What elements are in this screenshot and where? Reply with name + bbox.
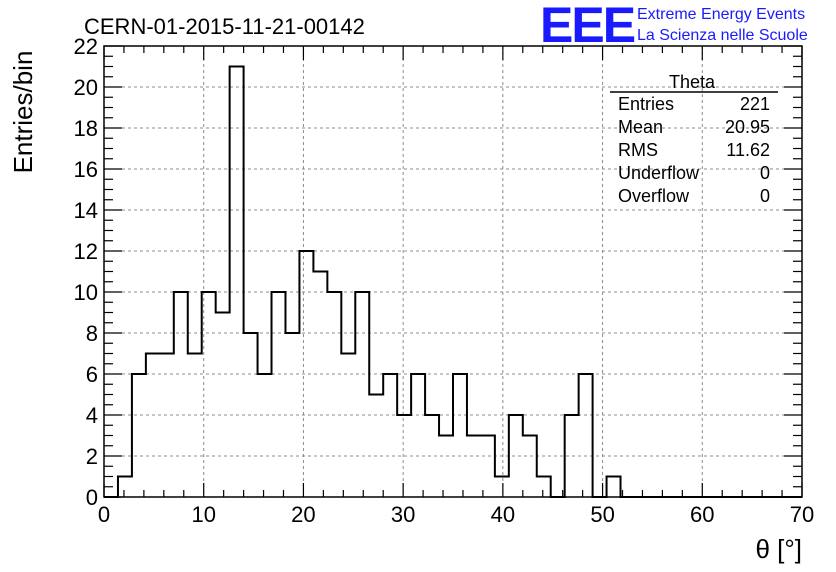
- tick-labels: 0 10 20 30 40 50 60 70 0 2 4 6 8 10 12 14 16 18 20 22: [74, 34, 815, 527]
- stats-label-mean: Mean: [618, 117, 663, 137]
- stats-label-rms: RMS: [618, 140, 658, 160]
- stats-value-underflow: 0: [760, 163, 770, 183]
- y-tick-label: 14: [74, 198, 98, 223]
- chart-title: CERN-01-2015-11-21-00142: [84, 14, 365, 39]
- stats-label-underflow: Underflow: [618, 163, 700, 183]
- stats-value-rms: 11.62: [726, 140, 770, 160]
- x-axis-title: θ [°]: [755, 534, 802, 564]
- histogram-bin: [481, 436, 495, 498]
- histogram-bin: [383, 374, 397, 497]
- x-tick-label: 40: [491, 502, 515, 527]
- histogram-bin: [439, 436, 453, 498]
- histogram-bin: [341, 354, 355, 498]
- x-tick-label: 70: [790, 502, 814, 527]
- stats-box-title: Theta: [669, 72, 716, 92]
- histogram-bin: [216, 313, 230, 498]
- x-tick-label: 30: [391, 502, 415, 527]
- histogram-bin: [453, 374, 467, 497]
- histogram-bin: [299, 251, 313, 497]
- histogram-bin: [537, 477, 551, 498]
- histogram-bin: [579, 374, 593, 497]
- histogram-bin: [369, 395, 383, 498]
- logo-line2: La Scienza nelle Scuole: [637, 27, 808, 44]
- histogram-bin: [411, 374, 425, 497]
- y-tick-label: 6: [86, 362, 98, 387]
- histogram-bin: [230, 67, 244, 498]
- histogram-bin: [118, 477, 132, 498]
- histogram-bars: [104, 65, 802, 498]
- x-tick-label: 0: [98, 502, 110, 527]
- stats-label-overflow: Overflow: [618, 186, 690, 206]
- stats-box: Theta Entries 221 Mean 20.95 RMS 11.62 U…: [610, 72, 778, 206]
- axes: [103, 45, 803, 498]
- histogram-bin: [258, 374, 272, 497]
- x-tick-label: 10: [191, 502, 215, 527]
- histogram-bin: [355, 292, 369, 497]
- y-tick-label: 2: [86, 444, 98, 469]
- logo-mark: EEE: [540, 0, 635, 53]
- y-tick-label: 4: [86, 403, 98, 428]
- stats-value-entries: 221: [740, 94, 770, 114]
- y-tick-label: 18: [74, 116, 98, 141]
- histogram-bin: [272, 292, 286, 497]
- eee-logo: EEE Extreme Energy Events La Scienza nel…: [540, 0, 808, 53]
- histogram-bin: [160, 354, 174, 498]
- histogram-outline: [104, 65, 802, 498]
- x-tick-label: 20: [291, 502, 315, 527]
- y-tick-label: 10: [74, 280, 98, 305]
- y-axis-title: Entries/bin: [8, 51, 38, 174]
- stats-value-overflow: 0: [760, 186, 770, 206]
- logo-line1: Extreme Energy Events: [637, 6, 805, 23]
- stats-value-mean: 20.95: [725, 117, 770, 137]
- histogram-bin: [188, 354, 202, 498]
- x-tick-label: 60: [690, 502, 714, 527]
- stats-label-entries: Entries: [618, 94, 674, 114]
- histogram-bin: [132, 374, 146, 497]
- histogram-bin: [174, 292, 188, 497]
- histogram-bin: [146, 354, 160, 498]
- histogram-bin: [607, 477, 621, 498]
- x-tick-label: 50: [590, 502, 614, 527]
- histogram-bin: [313, 272, 327, 498]
- y-tick-label: 22: [74, 34, 98, 59]
- y-tick-label: 20: [74, 75, 98, 100]
- y-tick-label: 12: [74, 239, 98, 264]
- y-tick-label: 8: [86, 321, 98, 346]
- y-tick-label: 16: [74, 157, 98, 182]
- y-tick-label: 0: [86, 485, 98, 510]
- histogram-bin: [495, 477, 509, 498]
- histogram-bin: [467, 436, 481, 498]
- histogram-bin: [523, 436, 537, 498]
- histogram-bin: [327, 292, 341, 497]
